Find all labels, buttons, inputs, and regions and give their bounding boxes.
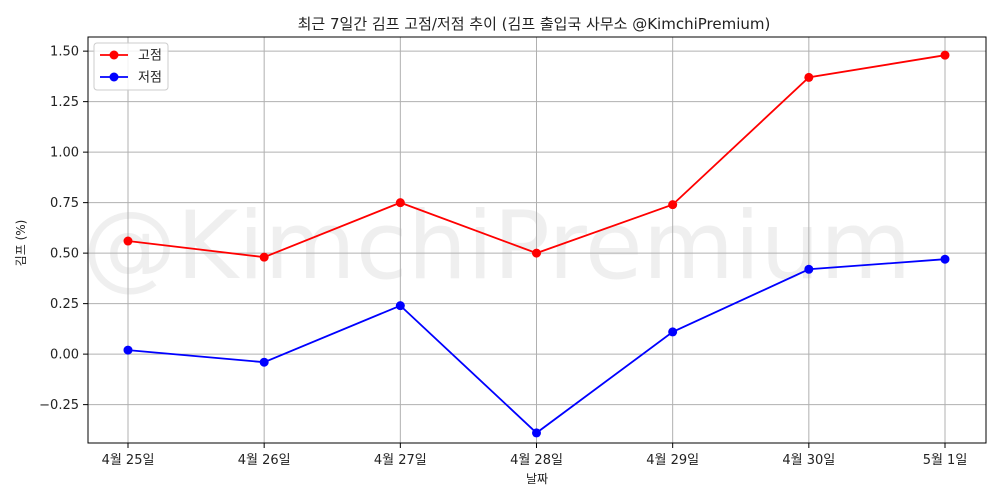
data-point-low	[395, 301, 405, 311]
data-point-low	[123, 345, 133, 355]
data-point-low	[940, 254, 950, 264]
x-tick-label: 4월 26일	[238, 453, 291, 468]
data-point-high	[668, 200, 678, 210]
x-tick-label: 4월 25일	[102, 453, 155, 468]
y-tick-label: 0.25	[50, 297, 79, 312]
chart-title: 최근 7일간 김프 고점/저점 추이 (김프 출입국 사무소 @KimchiPr…	[298, 15, 771, 33]
y-tick-label: 1.25	[50, 95, 79, 110]
y-axis-label: 김프 (%)	[14, 220, 28, 267]
x-axis-label: 날짜	[526, 472, 548, 486]
data-point-high	[395, 198, 405, 208]
y-tick-label: 1.00	[50, 146, 79, 161]
data-point-high	[532, 248, 541, 258]
x-tick-label: 4월 29일	[646, 453, 699, 468]
legend-marker	[109, 72, 119, 82]
x-tick-label: 4월 27일	[374, 453, 427, 468]
y-tick-label: −0.25	[39, 398, 79, 413]
axes: 4월 25일 4월 26일 4월 27일 4월 28일 4월 29일 4월 30일 5월 1…	[39, 36, 987, 468]
y-tick-label: 0.50	[50, 247, 79, 262]
x-tick-label: 5월 1일	[923, 453, 968, 468]
data-point-low	[259, 357, 269, 367]
x-tick-label: 4월 28일	[510, 453, 563, 468]
data-point-low	[668, 327, 678, 337]
y-tick-label: 0.75	[50, 196, 79, 211]
data-point-high	[123, 236, 133, 246]
data-point-high	[804, 72, 814, 82]
y-tick-label: 1.50	[50, 45, 79, 60]
legend-marker	[109, 50, 119, 60]
series-layer	[123, 50, 950, 438]
data-point-high	[259, 252, 269, 262]
data-point-high	[940, 50, 950, 60]
legend-label: 저점	[138, 71, 162, 86]
plot-frame	[87, 36, 987, 444]
y-tick-label: 0.00	[50, 348, 79, 363]
data-point-low	[532, 428, 541, 438]
watermark: @KimchiPremium	[83, 192, 912, 301]
data-point-low	[804, 264, 814, 274]
x-tick-label: 4월 30일	[782, 453, 835, 468]
legend-label: 고점	[138, 49, 162, 64]
